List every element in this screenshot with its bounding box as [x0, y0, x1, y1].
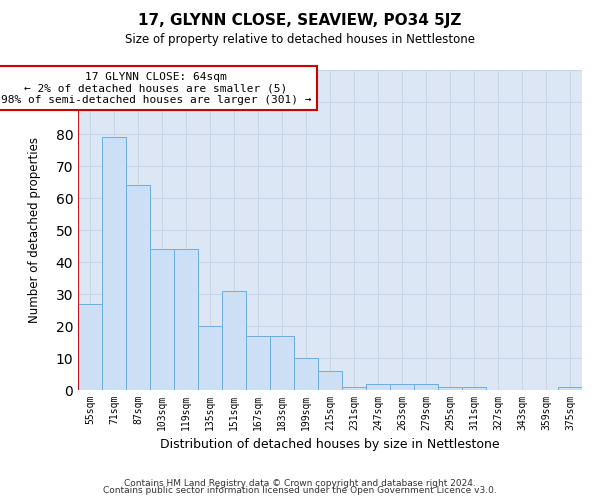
Bar: [366, 384, 390, 390]
Bar: [246, 336, 270, 390]
Bar: [78, 304, 102, 390]
Bar: [126, 185, 150, 390]
Bar: [102, 137, 126, 390]
Bar: [198, 326, 222, 390]
Bar: [150, 249, 174, 390]
Text: Contains HM Land Registry data © Crown copyright and database right 2024.: Contains HM Land Registry data © Crown c…: [124, 478, 476, 488]
Bar: [438, 387, 462, 390]
X-axis label: Distribution of detached houses by size in Nettlestone: Distribution of detached houses by size …: [160, 438, 500, 452]
Bar: [294, 358, 318, 390]
Bar: [222, 291, 246, 390]
Bar: [342, 387, 366, 390]
Y-axis label: Number of detached properties: Number of detached properties: [28, 137, 41, 323]
Text: 17 GLYNN CLOSE: 64sqm
← 2% of detached houses are smaller (5)
98% of semi-detach: 17 GLYNN CLOSE: 64sqm ← 2% of detached h…: [1, 72, 311, 105]
Text: Contains public sector information licensed under the Open Government Licence v3: Contains public sector information licen…: [103, 486, 497, 495]
Bar: [174, 249, 198, 390]
Bar: [462, 387, 486, 390]
Bar: [318, 371, 342, 390]
Bar: [390, 384, 414, 390]
Bar: [558, 387, 582, 390]
Bar: [270, 336, 294, 390]
Text: Size of property relative to detached houses in Nettlestone: Size of property relative to detached ho…: [125, 32, 475, 46]
Bar: [414, 384, 438, 390]
Text: 17, GLYNN CLOSE, SEAVIEW, PO34 5JZ: 17, GLYNN CLOSE, SEAVIEW, PO34 5JZ: [139, 12, 461, 28]
